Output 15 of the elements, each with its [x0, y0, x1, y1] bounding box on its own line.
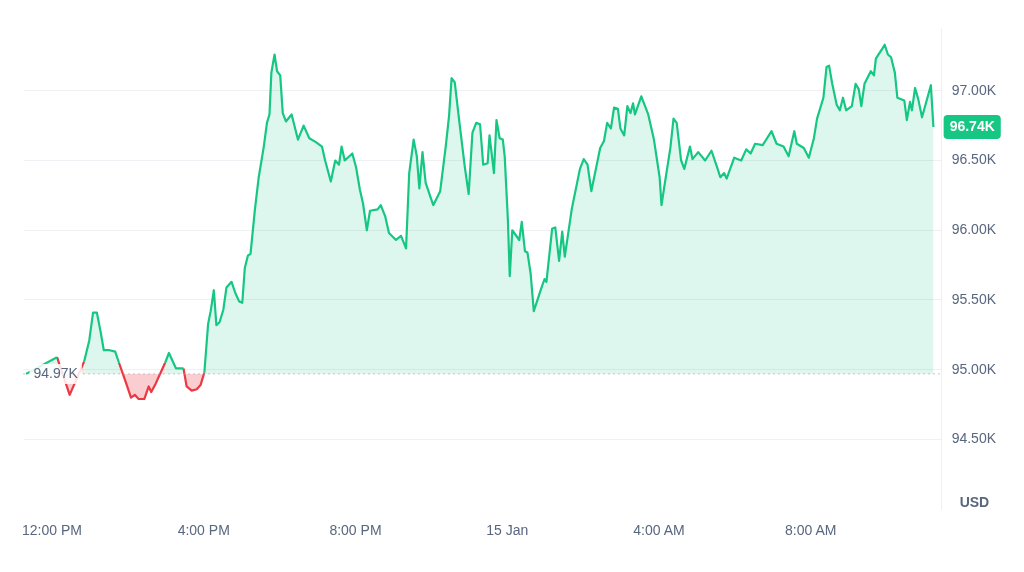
- y-tick-label: 97.00K: [951, 81, 997, 98]
- x-tick-label: 8:00 PM: [329, 522, 382, 539]
- y-tick-label: 96.00K: [951, 221, 997, 238]
- y-tick-label: 96.50K: [951, 151, 997, 168]
- y-tick-label: 95.00K: [951, 360, 997, 377]
- y-axis-title: USD: [959, 494, 990, 511]
- x-tick-label: 4:00 AM: [633, 522, 685, 539]
- x-tick-label: 4:00 PM: [177, 522, 230, 539]
- y-tick-label: 94.50K: [951, 430, 997, 447]
- x-tick-label: 15 Jan: [486, 522, 529, 539]
- x-tick-label: 8:00 AM: [785, 522, 837, 539]
- ref-line-label: 94.97K: [33, 364, 79, 381]
- x-tick-label: 12:00 PM: [21, 522, 82, 539]
- y-tick-label: 95.50K: [951, 290, 997, 307]
- annotation: 96.74K: [949, 117, 995, 134]
